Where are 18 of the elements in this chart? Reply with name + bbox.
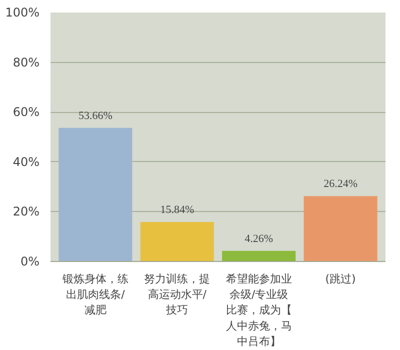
bar [140, 222, 214, 262]
y-tick-label: 40% [12, 154, 40, 169]
y-tick-label: 20% [12, 204, 40, 219]
data-label: 53.66% [78, 110, 112, 122]
x-tick-label: 希望能参加业余级/专业级比赛，成为【人中赤兔，马中吕布】 [226, 272, 292, 348]
y-tick-label: 100% [5, 6, 40, 20]
data-label: 4.26% [244, 232, 274, 245]
data-label: 26.24% [324, 178, 358, 190]
bar [304, 196, 378, 262]
x-tick-label: (跳过) [325, 272, 356, 286]
bar [222, 250, 296, 262]
data-label: 15.84% [160, 204, 194, 216]
y-tick-label: 60% [12, 105, 40, 120]
y-tick-label: 80% [12, 55, 40, 70]
x-tick-label: 锻炼身体，练出肌肉线条/减肥 [61, 272, 128, 317]
bar [58, 128, 132, 262]
x-tick-label: 努力训练，提高运动水平/技巧 [144, 272, 210, 317]
y-tick-label: 0% [20, 254, 40, 268]
